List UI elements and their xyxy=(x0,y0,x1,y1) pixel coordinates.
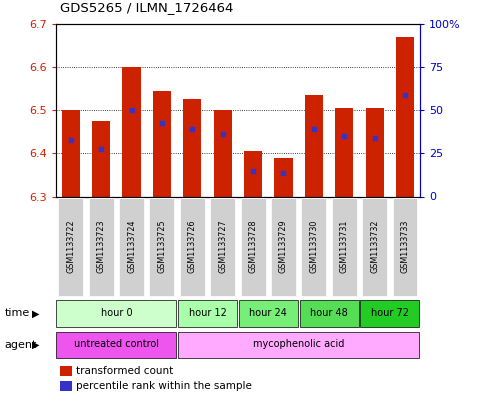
Bar xyxy=(153,91,171,196)
FancyBboxPatch shape xyxy=(299,300,358,327)
FancyBboxPatch shape xyxy=(241,198,266,296)
Bar xyxy=(213,110,232,196)
Bar xyxy=(244,151,262,196)
FancyBboxPatch shape xyxy=(149,198,174,296)
Text: GSM1133728: GSM1133728 xyxy=(249,220,257,274)
Text: GSM1133733: GSM1133733 xyxy=(400,220,410,273)
Text: agent: agent xyxy=(5,340,37,350)
FancyBboxPatch shape xyxy=(89,198,114,296)
FancyBboxPatch shape xyxy=(271,198,296,296)
Bar xyxy=(335,108,354,196)
FancyBboxPatch shape xyxy=(180,198,205,296)
Text: GSM1133731: GSM1133731 xyxy=(340,220,349,273)
FancyBboxPatch shape xyxy=(239,300,298,327)
Bar xyxy=(122,67,141,196)
Bar xyxy=(366,108,384,196)
Text: ▶: ▶ xyxy=(31,340,39,350)
FancyBboxPatch shape xyxy=(57,332,176,358)
FancyBboxPatch shape xyxy=(58,198,83,296)
FancyBboxPatch shape xyxy=(362,198,387,296)
Text: untreated control: untreated control xyxy=(74,339,159,349)
Text: time: time xyxy=(5,309,30,318)
Text: GSM1133730: GSM1133730 xyxy=(309,220,318,273)
FancyBboxPatch shape xyxy=(119,198,144,296)
Text: GSM1133727: GSM1133727 xyxy=(218,220,227,274)
Text: hour 24: hour 24 xyxy=(249,308,287,318)
Bar xyxy=(305,95,323,196)
Bar xyxy=(62,110,80,196)
Text: GSM1133726: GSM1133726 xyxy=(188,220,197,274)
Text: transformed count: transformed count xyxy=(76,366,173,376)
Text: GSM1133725: GSM1133725 xyxy=(157,220,167,274)
Text: percentile rank within the sample: percentile rank within the sample xyxy=(76,381,252,391)
FancyBboxPatch shape xyxy=(210,198,235,296)
Bar xyxy=(396,37,414,197)
FancyBboxPatch shape xyxy=(360,300,419,327)
Text: GDS5265 / ILMN_1726464: GDS5265 / ILMN_1726464 xyxy=(60,1,234,14)
Bar xyxy=(183,99,201,196)
Text: hour 0: hour 0 xyxy=(100,308,132,318)
Text: GSM1133732: GSM1133732 xyxy=(370,220,379,274)
FancyBboxPatch shape xyxy=(57,300,176,327)
Text: GSM1133722: GSM1133722 xyxy=(66,220,75,274)
FancyBboxPatch shape xyxy=(178,300,237,327)
Text: GSM1133729: GSM1133729 xyxy=(279,220,288,274)
Text: ▶: ▶ xyxy=(31,309,39,318)
FancyBboxPatch shape xyxy=(178,332,419,358)
FancyBboxPatch shape xyxy=(301,198,327,296)
Bar xyxy=(92,121,110,196)
FancyBboxPatch shape xyxy=(332,198,357,296)
Text: GSM1133724: GSM1133724 xyxy=(127,220,136,274)
Text: GSM1133723: GSM1133723 xyxy=(97,220,106,274)
FancyBboxPatch shape xyxy=(393,198,417,296)
Text: hour 12: hour 12 xyxy=(188,308,227,318)
Text: mycophenolic acid: mycophenolic acid xyxy=(253,339,344,349)
Bar xyxy=(274,158,293,196)
Text: hour 72: hour 72 xyxy=(371,308,409,318)
Text: hour 48: hour 48 xyxy=(310,308,348,318)
